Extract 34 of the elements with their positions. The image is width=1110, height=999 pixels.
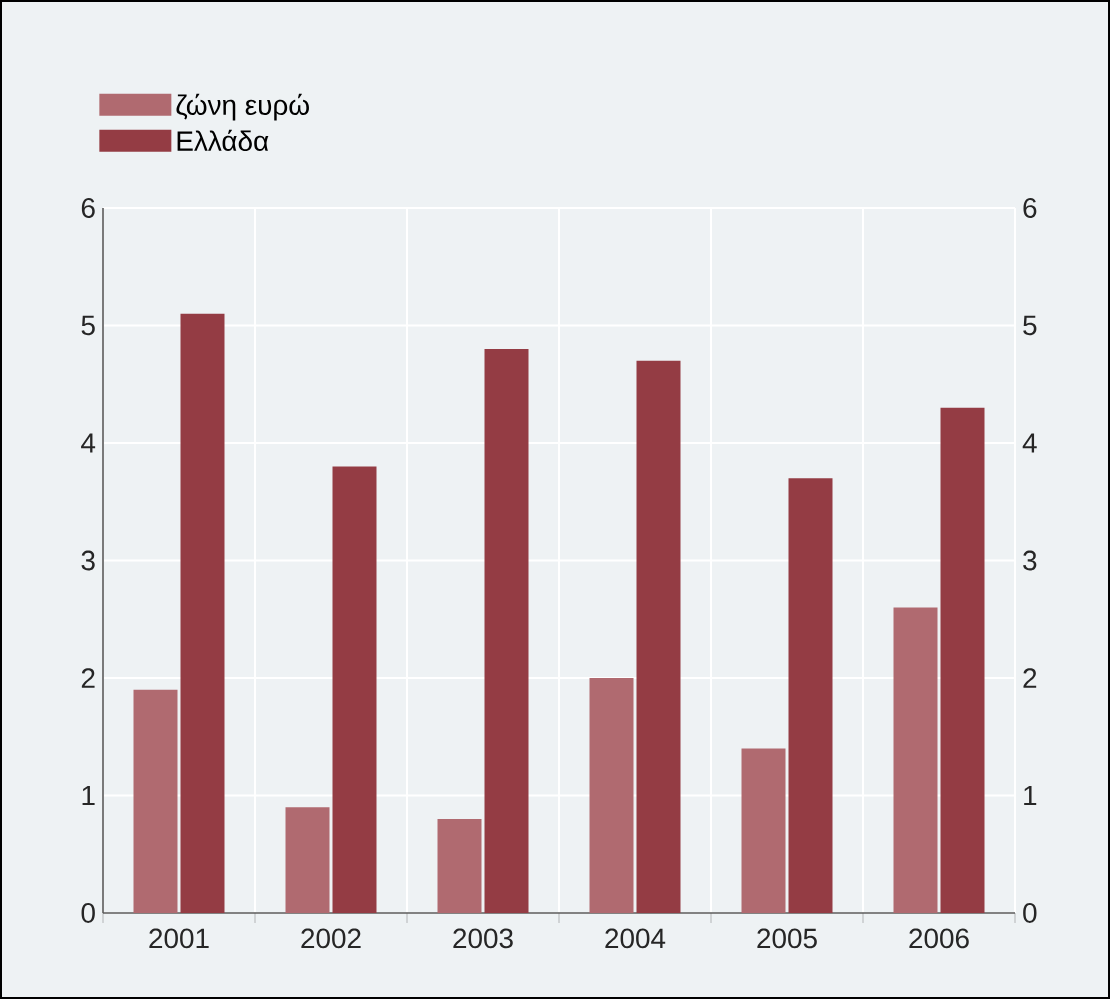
- bar: [332, 466, 377, 913]
- x-tick-label: 2003: [453, 928, 513, 949]
- bar: [893, 607, 938, 913]
- y2-tick-label: 5: [1023, 315, 1037, 336]
- y2-tick-label: 1: [1024, 785, 1037, 806]
- bar: [788, 478, 833, 913]
- bar: [636, 360, 681, 913]
- bar: [437, 819, 482, 913]
- legend-label: Ελλάδα: [177, 129, 269, 151]
- y-tick-label: 2: [81, 668, 95, 688]
- bar: [940, 407, 985, 913]
- y2-tick-label: 2: [1023, 668, 1037, 688]
- bar: [180, 313, 225, 913]
- bar: [484, 349, 529, 913]
- y-tick-label: 6: [81, 198, 95, 218]
- y2-tick-label: 0: [1023, 903, 1037, 923]
- legend-label: ζώνη ευρώ: [176, 93, 309, 121]
- y-tick-label: 4: [81, 433, 96, 453]
- y-tick-label: 3: [81, 550, 95, 571]
- y-tick-label: 0: [81, 903, 95, 923]
- bar: [133, 689, 178, 913]
- x-tick-label: 2004: [605, 928, 666, 949]
- y-tick-label: 5: [81, 315, 95, 336]
- y-tick-label: 1: [82, 785, 95, 806]
- y2-tick-label: 6: [1023, 198, 1037, 218]
- y2-tick-label: 3: [1023, 550, 1037, 571]
- x-tick-label: 2001: [149, 928, 209, 949]
- x-tick-label: 2002: [301, 928, 361, 949]
- y2-tick-label: 4: [1022, 433, 1037, 453]
- bar: [589, 678, 634, 913]
- bar: [285, 807, 330, 913]
- x-tick-label: 2006: [909, 928, 969, 949]
- x-tick-label: 2005: [757, 928, 817, 949]
- bar: [741, 748, 786, 913]
